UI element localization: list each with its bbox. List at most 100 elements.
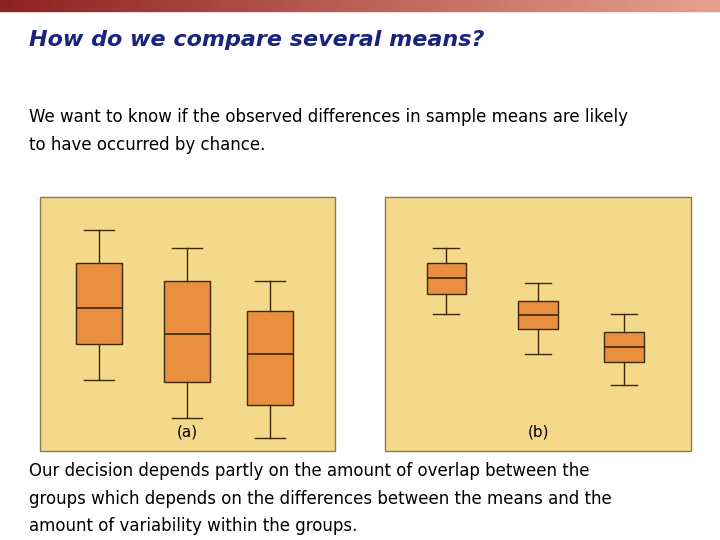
Bar (144, 0, 148, 11)
Bar (40, 0, 43, 11)
Bar (637, 0, 641, 11)
Bar (248, 0, 252, 11)
Bar (572, 0, 576, 11)
Bar (313, 0, 317, 11)
Bar (396, 0, 400, 11)
Bar (695, 0, 698, 11)
Bar (22, 0, 25, 11)
Bar (29, 0, 32, 11)
Text: Our decision depends partly on the amount of overlap between the
groups which de: Our decision depends partly on the amoun… (29, 462, 611, 535)
Bar (367, 0, 371, 11)
Bar (400, 0, 403, 11)
Bar (439, 0, 443, 11)
Bar (475, 0, 479, 11)
Bar (378, 0, 382, 11)
Bar (608, 0, 612, 11)
Bar (540, 0, 544, 11)
Bar (148, 0, 151, 11)
Bar (198, 0, 202, 11)
Bar (40, 197, 335, 451)
Bar (479, 0, 482, 11)
Bar (691, 0, 695, 11)
Bar (256, 0, 259, 11)
Bar (461, 0, 464, 11)
Bar (126, 0, 130, 11)
Bar (79, 0, 83, 11)
Bar (112, 0, 115, 11)
Bar (164, 281, 210, 382)
Bar (677, 0, 680, 11)
Bar (371, 0, 374, 11)
Bar (626, 0, 630, 11)
Bar (515, 0, 518, 11)
Bar (299, 0, 302, 11)
Bar (403, 0, 407, 11)
Bar (155, 0, 158, 11)
Bar (680, 0, 684, 11)
Bar (623, 0, 626, 11)
Bar (425, 0, 428, 11)
Bar (418, 0, 421, 11)
Bar (122, 0, 126, 11)
Bar (670, 0, 673, 11)
Bar (194, 0, 198, 11)
Bar (320, 0, 324, 11)
Bar (385, 197, 691, 451)
Bar (32, 0, 36, 11)
Bar (61, 0, 65, 11)
Bar (432, 0, 436, 11)
Bar (414, 0, 418, 11)
Bar (684, 0, 688, 11)
Bar (612, 0, 616, 11)
Bar (454, 0, 457, 11)
Bar (4, 0, 7, 11)
Bar (385, 0, 389, 11)
Bar (468, 0, 472, 11)
Bar (281, 0, 284, 11)
Bar (536, 0, 540, 11)
Bar (220, 0, 223, 11)
Bar (504, 0, 508, 11)
Bar (162, 0, 166, 11)
Bar (176, 0, 180, 11)
Bar (551, 0, 554, 11)
Bar (342, 0, 346, 11)
Bar (565, 0, 569, 11)
Bar (392, 0, 396, 11)
Bar (518, 0, 522, 11)
Bar (277, 0, 281, 11)
Bar (464, 0, 468, 11)
Bar (205, 0, 209, 11)
Bar (292, 0, 295, 11)
Bar (104, 0, 108, 11)
Bar (306, 0, 310, 11)
Bar (382, 0, 385, 11)
Bar (18, 0, 22, 11)
Bar (252, 0, 256, 11)
Bar (716, 0, 720, 11)
Bar (133, 0, 137, 11)
Bar (630, 0, 634, 11)
Bar (47, 0, 50, 11)
Bar (295, 0, 299, 11)
Text: We want to know if the observed differences in sample means are likely
to have o: We want to know if the observed differen… (29, 108, 628, 154)
Bar (259, 0, 263, 11)
Bar (54, 0, 58, 11)
Bar (526, 0, 529, 11)
Bar (490, 0, 493, 11)
Bar (14, 0, 18, 11)
Bar (247, 311, 293, 405)
Bar (544, 0, 547, 11)
Bar (576, 0, 580, 11)
Bar (569, 0, 572, 11)
Bar (583, 0, 587, 11)
Bar (410, 0, 414, 11)
Bar (346, 0, 349, 11)
Bar (173, 0, 176, 11)
Bar (605, 0, 608, 11)
Bar (209, 0, 212, 11)
Bar (709, 0, 713, 11)
Bar (68, 0, 72, 11)
Bar (493, 0, 497, 11)
Bar (500, 0, 504, 11)
